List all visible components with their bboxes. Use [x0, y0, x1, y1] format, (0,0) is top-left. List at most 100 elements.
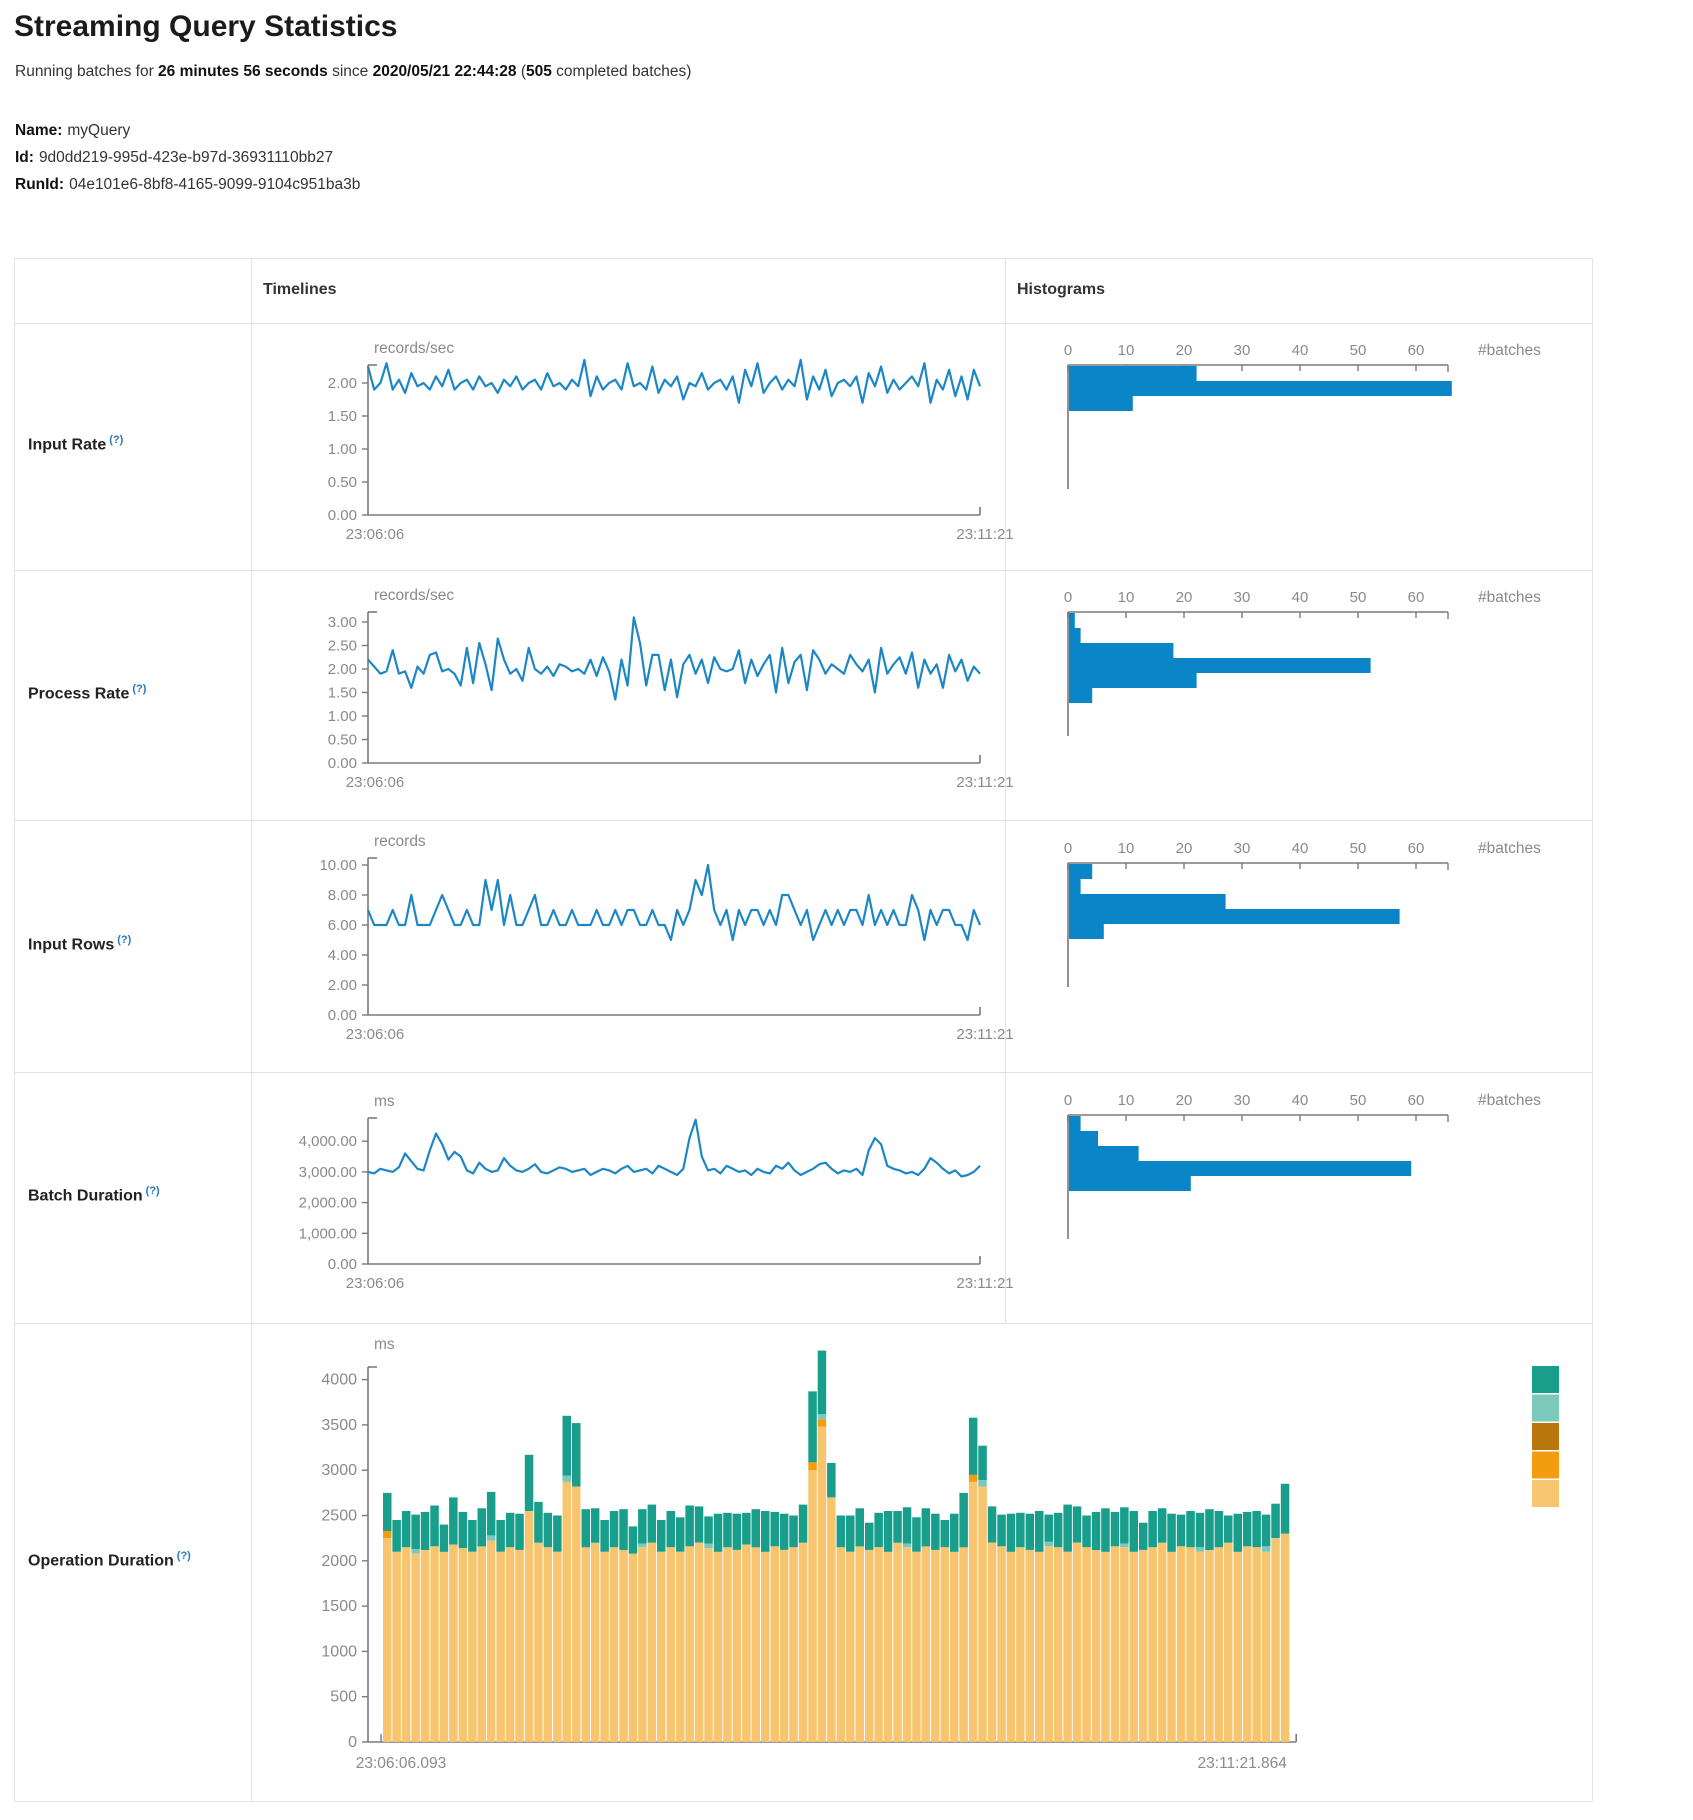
svg-text:23:06:06.093: 23:06:06.093: [356, 1755, 447, 1772]
svg-text:6.00: 6.00: [328, 917, 357, 934]
table-border-row4: [14, 1323, 1592, 1324]
svg-text:4000: 4000: [321, 1372, 357, 1389]
svg-text:ms: ms: [374, 1093, 395, 1110]
query-name-label: Name:: [15, 122, 63, 139]
svg-text:4.00: 4.00: [328, 947, 357, 964]
svg-text:60: 60: [1408, 342, 1425, 359]
svg-text:1000: 1000: [321, 1643, 357, 1660]
svg-text:23:11:21: 23:11:21: [956, 1026, 1013, 1043]
svg-text:10: 10: [1118, 589, 1135, 606]
svg-text:2.00: 2.00: [328, 661, 357, 678]
svg-text:23:06:06: 23:06:06: [346, 1026, 404, 1043]
svg-text:1.50: 1.50: [328, 408, 357, 425]
operation-duration-legend-swatch: [1532, 1394, 1559, 1422]
table-border-row3: [14, 1072, 1592, 1073]
svg-text:2,000.00: 2,000.00: [299, 1195, 357, 1212]
running-since-timestamp: 2020/05/21 22:44:28: [372, 63, 517, 80]
svg-text:0.00: 0.00: [328, 755, 357, 772]
input_rows-timeline: records 0.00 2.00 4.00 6.00 8.00 10.00 23:06:06…: [319, 833, 1013, 1043]
input_rate-histogram: 0 10 20 30 40 50 60 #batches: [1064, 342, 1541, 489]
row-label-input-rows: Input Rows (?): [28, 934, 132, 954]
table-border-left: [14, 258, 15, 1801]
svg-text:0.50: 0.50: [328, 474, 357, 491]
svg-text:30: 30: [1234, 840, 1251, 857]
query-name-row: Name: myQuery: [15, 117, 360, 144]
svg-text:0: 0: [348, 1734, 357, 1751]
operation_duration-chart: ms 0 500 1000 1500 2000 2500 3000 3500 4000 23:06:…: [321, 1336, 1559, 1772]
query-runid-value: 04e101e6-8bf8-4165-9099-9104c951ba3b: [69, 176, 361, 193]
svg-text:0: 0: [1064, 342, 1072, 359]
row-label-input-rate: Input Rate (?): [28, 434, 124, 454]
svg-text:10: 10: [1118, 840, 1135, 857]
svg-text:20: 20: [1176, 840, 1193, 857]
running-duration: 26 minutes 56 seconds: [158, 63, 328, 80]
query-id-value: 9d0dd219-995d-423e-b97d-36931110bb27: [38, 149, 334, 166]
svg-text:20: 20: [1176, 589, 1193, 606]
svg-text:30: 30: [1234, 589, 1251, 606]
table-border-row2: [14, 820, 1592, 821]
svg-text:60: 60: [1408, 589, 1425, 606]
svg-text:23:11:21: 23:11:21: [956, 526, 1013, 543]
operation-duration-legend-swatch: [1532, 1480, 1559, 1507]
batch-duration-help-icon[interactable]: (?): [145, 1185, 160, 1197]
operation-duration-legend-swatch: [1532, 1451, 1559, 1479]
svg-text:40: 40: [1292, 342, 1309, 359]
page-title: Streaming Query Statistics: [14, 10, 398, 43]
svg-text:20: 20: [1176, 342, 1193, 359]
svg-text:0: 0: [1064, 589, 1072, 606]
svg-text:30: 30: [1234, 342, 1251, 359]
input_rows-histogram: 0 10 20 30 40 50 60 #batches: [1064, 840, 1541, 987]
process-rate-help-icon[interactable]: (?): [132, 683, 147, 695]
running-batches-summary: Running batches for 26 minutes 56 second…: [15, 63, 692, 80]
svg-text:0.00: 0.00: [328, 1256, 357, 1273]
svg-text:0.00: 0.00: [328, 1007, 357, 1024]
row-label-batch-duration: Batch Duration (?): [28, 1185, 160, 1205]
operation-duration-legend-swatch: [1532, 1366, 1559, 1393]
running-text: Running batches for: [15, 63, 159, 80]
svg-text:2500: 2500: [321, 1508, 357, 1525]
svg-text:8.00: 8.00: [328, 887, 357, 904]
batch_duration-histogram: 0 10 20 30 40 50 60 #batches: [1064, 1092, 1541, 1239]
svg-text:20: 20: [1176, 1092, 1193, 1109]
svg-text:40: 40: [1292, 589, 1309, 606]
svg-text:0: 0: [1064, 1092, 1072, 1109]
svg-text:1500: 1500: [321, 1598, 357, 1615]
svg-text:1.50: 1.50: [328, 685, 357, 702]
svg-text:50: 50: [1350, 1092, 1367, 1109]
input_rate-timeline: records/sec 0.00 0.50 1.00 1.50 2.00 23:06:06 2…: [328, 340, 1014, 543]
svg-text:records/sec: records/sec: [374, 587, 454, 604]
row-label-operation-duration: Operation Duration (?): [28, 1550, 191, 1570]
svg-text:23:11:21.864: 23:11:21.864: [1198, 1755, 1288, 1772]
svg-text:2.50: 2.50: [328, 638, 357, 655]
svg-text:23:06:06: 23:06:06: [346, 1275, 404, 1292]
table-border-right: [1592, 258, 1593, 1801]
svg-text:23:11:21: 23:11:21: [956, 774, 1013, 791]
svg-text:2.00: 2.00: [328, 375, 357, 392]
svg-text:1.00: 1.00: [328, 441, 357, 458]
batch_duration-timeline: ms 0.00 1,000.00 2,000.00 3,000.00 4,000.00 23…: [299, 1093, 1014, 1292]
svg-text:3000: 3000: [321, 1462, 357, 1479]
input-rate-help-icon[interactable]: (?): [109, 434, 124, 446]
query-id-label: Id:: [15, 149, 34, 166]
svg-text:2000: 2000: [321, 1553, 357, 1570]
row-label-process-rate: Process Rate (?): [28, 683, 147, 703]
process_rate-histogram: 0 10 20 30 40 50 60 #batches: [1064, 589, 1541, 736]
query-id-row: Id: 9d0dd219-995d-423e-b97d-36931110bb27: [15, 144, 360, 171]
completed-batches-count: 505: [525, 63, 552, 80]
svg-text:#batches: #batches: [1478, 840, 1541, 857]
svg-text:10: 10: [1118, 1092, 1135, 1109]
operation-duration-help-icon[interactable]: (?): [176, 1550, 191, 1562]
svg-text:0.50: 0.50: [328, 732, 357, 749]
svg-text:10.00: 10.00: [319, 857, 357, 874]
operation-duration-legend-swatch: [1532, 1423, 1559, 1450]
svg-text:23:06:06: 23:06:06: [346, 774, 404, 791]
svg-text:10: 10: [1118, 342, 1135, 359]
svg-text:1,000.00: 1,000.00: [299, 1225, 357, 1242]
input-rows-help-icon[interactable]: (?): [117, 934, 132, 946]
table-border-bottom: [14, 1801, 1592, 1802]
svg-text:2.00: 2.00: [328, 977, 357, 994]
svg-text:ms: ms: [374, 1336, 395, 1353]
svg-text:0: 0: [1064, 840, 1072, 857]
